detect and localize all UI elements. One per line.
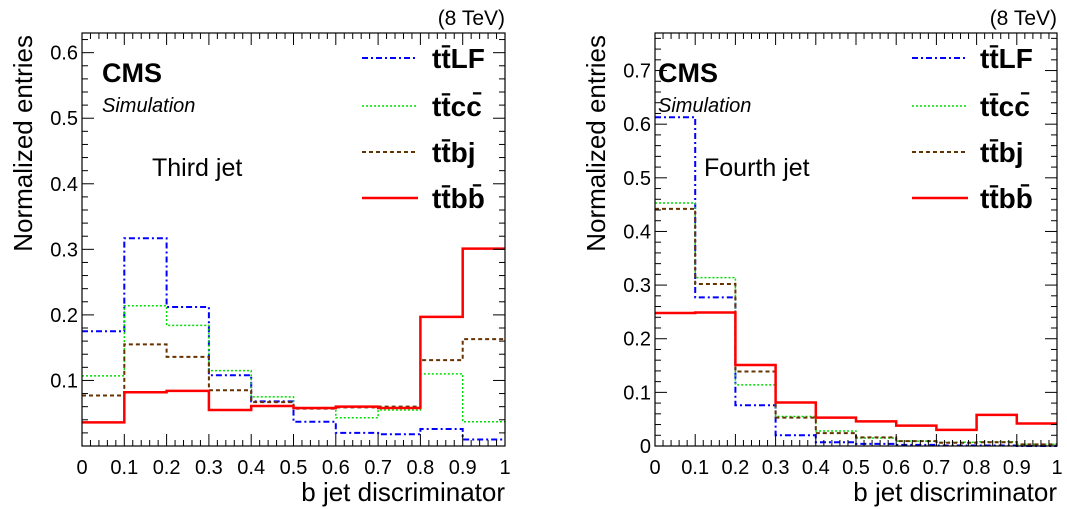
- jet-annotation: Third jet: [152, 154, 242, 182]
- y-tick-label: 0.4: [623, 221, 651, 243]
- x-tick-label: 1: [499, 457, 510, 479]
- y-tick-label: 0.5: [623, 168, 651, 190]
- legend-label-1: tt̄LF: [432, 43, 485, 74]
- x-tick-label: 0.9: [449, 457, 477, 479]
- y-axis-title: Normalized entries: [581, 35, 611, 252]
- x-tick-label: 0.8: [963, 457, 991, 479]
- y-tick-label: 0.3: [623, 275, 651, 297]
- cms-label: CMS: [102, 58, 162, 88]
- x-axis-title: b jet discriminator: [301, 477, 505, 507]
- legend-label-2: tt̄cc̄: [432, 91, 482, 122]
- y-tick-label: 0.1: [623, 382, 651, 404]
- x-tick-label: 0: [76, 457, 87, 479]
- x-tick-label: 0.1: [110, 457, 138, 479]
- x-tick-label: 0.5: [280, 457, 308, 479]
- legend-label-1: tt̄LF: [980, 43, 1033, 74]
- jet-annotation: Fourth jet: [704, 154, 810, 182]
- energy-label: (8 TeV): [438, 7, 505, 30]
- x-tick-label: 0.9: [1003, 457, 1031, 479]
- legend-label-3: tt̄bj: [432, 137, 476, 168]
- simulation-label: Simulation: [658, 95, 751, 117]
- energy-label: (8 TeV): [990, 7, 1057, 30]
- y-tick-label: 0.2: [623, 329, 651, 351]
- legend-label-4: tt̄bb̄: [432, 183, 485, 214]
- x-tick-label: 0.8: [406, 457, 434, 479]
- y-tick-label: 0.1: [50, 370, 78, 392]
- y-tick-label: 0.6: [623, 114, 651, 136]
- x-tick-label: 0.6: [882, 457, 910, 479]
- y-tick-label: 0.7: [623, 61, 651, 83]
- series-line-1: [82, 237, 505, 441]
- x-tick-label: 0.7: [364, 457, 392, 479]
- x-tick-label: 0.1: [681, 457, 709, 479]
- simulation-label: Simulation: [102, 95, 195, 117]
- x-tick-label: 1: [1051, 457, 1062, 479]
- x-tick-label: 0.2: [153, 457, 181, 479]
- cms-label: CMS: [658, 58, 718, 88]
- x-tick-label: 0.5: [842, 457, 870, 479]
- y-tick-label: 0.4: [50, 174, 78, 196]
- chart-panel-1: 0 0.1 0.2 0.3 0.4 0.5 0.6 0.7 0.8 0.9 1 0.1 0.2 0.3 0.…: [8, 7, 511, 507]
- y-axis-title: Normalized entries: [8, 35, 38, 252]
- y-tick-label: 0: [640, 436, 651, 458]
- y-tick-label: 0.2: [50, 305, 78, 327]
- legend-label-3: tt̄bj: [980, 137, 1024, 168]
- y-tick-label: 0.6: [50, 43, 78, 65]
- y-tick-label: 0.5: [50, 108, 78, 130]
- x-tick-label: 0.4: [802, 457, 830, 479]
- x-tick-label: 0.7: [922, 457, 950, 479]
- series-line-2: [655, 202, 1057, 446]
- x-tick-label: 0.2: [721, 457, 749, 479]
- x-tick-label: 0.3: [762, 457, 790, 479]
- series-line-4: [655, 311, 1057, 432]
- x-tick-label: 0.4: [237, 457, 265, 479]
- y-tick-label: 0.3: [50, 239, 78, 261]
- legend-label-4: tt̄bb̄: [980, 183, 1033, 214]
- series-line-3: [655, 207, 1057, 446]
- series-line-4: [82, 247, 505, 424]
- x-tick-label: 0.6: [322, 457, 350, 479]
- x-axis-title: b jet discriminator: [853, 477, 1057, 507]
- legend-label-2: tt̄cc̄: [980, 91, 1030, 122]
- x-tick-label: 0: [649, 457, 660, 479]
- chart-panel-2: 0 0.1 0.2 0.3 0.4 0.5 0.6 0.7 0.8 0.9 1 0 0.1 0.2 0.3 0…: [581, 7, 1063, 507]
- x-tick-label: 0.3: [195, 457, 223, 479]
